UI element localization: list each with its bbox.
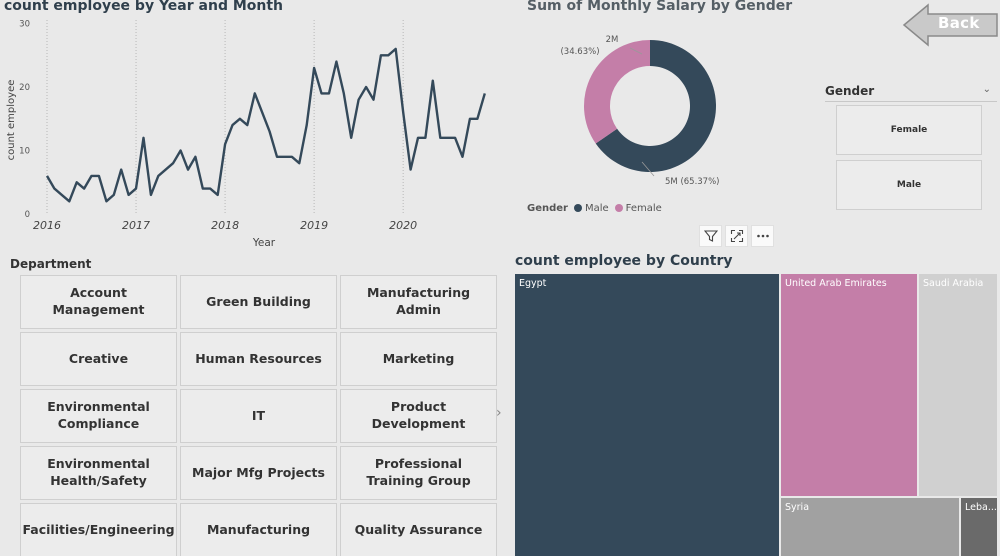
donut-chart: 2M (34.63%) 5M (65.37%) (560, 35, 720, 187)
department-option[interactable]: Facilities/Engineering (20, 503, 177, 556)
line-series-count-employee (45, 47, 486, 203)
department-option[interactable]: Quality Assurance (340, 503, 497, 556)
donut-slice-female[interactable] (584, 40, 650, 144)
donut-legend: Gender Male Female (527, 203, 662, 214)
x-tick-label: 2018 (211, 219, 239, 232)
gender-slicer: Gender ⌄ (825, 84, 997, 102)
male-dot-icon (573, 204, 582, 212)
back-button-label: Back (938, 14, 980, 32)
department-option[interactable]: IT (180, 389, 337, 443)
donut-label-female-pct: (34.63%) (560, 47, 599, 57)
y-axis-title: count employee (6, 80, 17, 161)
donut-legend-title: Gender (527, 203, 568, 214)
line-chart: 0 10 20 30 2016 2017 2018 2019 2020 Year count emp… (6, 20, 486, 249)
department-option[interactable]: Manufacturing (180, 503, 337, 556)
line-chart-title: count employee by Year and Month (4, 0, 284, 14)
department-slicer: Account Management Green Building Manufa… (20, 275, 497, 556)
female-dot-icon (614, 204, 623, 212)
treemap-cell-syria[interactable]: Syria (781, 498, 959, 556)
donut-label-female-value: 2M (606, 35, 619, 45)
x-axis-title: Year (252, 237, 276, 249)
department-option[interactable]: Human Resources (180, 332, 337, 386)
gender-option-male[interactable]: Male (836, 160, 982, 210)
department-option[interactable]: Account Management (20, 275, 177, 329)
chevron-right-icon[interactable]: › (496, 405, 502, 421)
treemap-cell-lebanon[interactable]: Leba... (961, 498, 997, 556)
country-treemap: Egypt United Arab Emirates Saudi Arabia … (515, 274, 997, 556)
donut-label-male: 5M (65.37%) (665, 177, 720, 187)
y-tick-label: 30 (19, 20, 30, 30)
filter-icon[interactable] (699, 225, 722, 247)
treemap-cell-egypt[interactable]: Egypt (515, 274, 779, 556)
x-tick-label: 2020 (389, 219, 417, 232)
visual-toolbar (699, 225, 774, 247)
more-options-icon[interactable] (751, 225, 774, 247)
legend-item-male[interactable]: Male (573, 203, 609, 214)
y-tick-label: 0 (25, 210, 30, 220)
gender-slicer-header[interactable]: Gender ⌄ (825, 84, 997, 102)
department-option[interactable]: Environmental Compliance (20, 389, 177, 443)
department-option[interactable]: Green Building (180, 275, 337, 329)
focus-mode-icon[interactable] (725, 225, 748, 247)
treemap-cell-saudi-arabia[interactable]: Saudi Arabia (919, 274, 997, 496)
donut-chart-title: Sum of Monthly Salary by Gender (527, 0, 793, 14)
department-option[interactable]: Product Development (340, 389, 497, 443)
back-arrow-icon (902, 3, 998, 47)
department-option[interactable]: Creative (20, 332, 177, 386)
department-option[interactable]: Environmental Health/Safety (20, 446, 177, 500)
chevron-down-icon[interactable]: ⌄ (982, 84, 991, 95)
department-option[interactable]: Major Mfg Projects (180, 446, 337, 500)
x-tick-label: 2019 (300, 219, 328, 232)
y-tick-label: 10 (19, 147, 30, 157)
department-slicer-title: Department (10, 257, 92, 271)
treemap-cell-uae[interactable]: United Arab Emirates (781, 274, 917, 496)
donut-slice-male[interactable] (595, 40, 716, 172)
treemap-title: count employee by Country (515, 253, 733, 269)
department-option[interactable]: Professional Training Group (340, 446, 497, 500)
back-button[interactable]: Back (902, 2, 1000, 48)
x-tick-label: 2016 (33, 219, 61, 232)
x-tick-label: 2017 (122, 219, 150, 232)
legend-item-female[interactable]: Female (614, 203, 662, 214)
department-option[interactable]: Manufacturing Admin (340, 275, 497, 329)
gender-option-female[interactable]: Female (836, 105, 982, 155)
department-option[interactable]: Marketing (340, 332, 497, 386)
y-tick-label: 20 (19, 83, 30, 93)
